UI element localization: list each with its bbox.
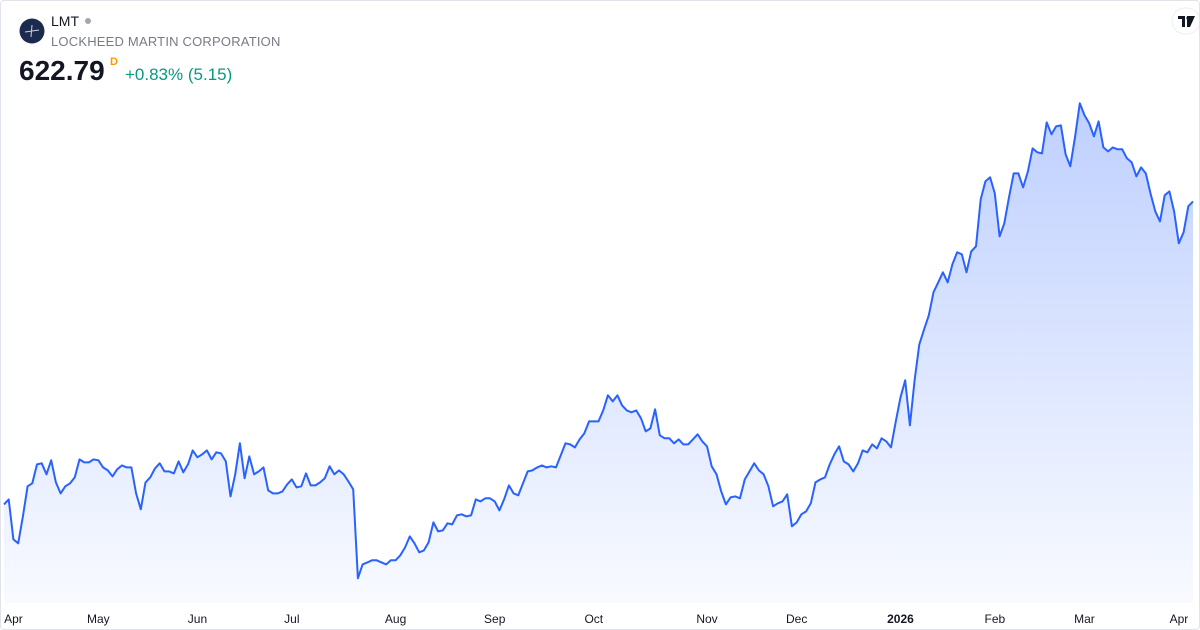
x-tick-label: 2026: [887, 612, 914, 626]
company-name: LOCKHEED MARTIN CORPORATION: [51, 34, 281, 49]
company-logo: [19, 18, 45, 44]
interval: D: [110, 56, 118, 68]
x-tick-label: Aug: [385, 612, 406, 626]
x-tick-label: Oct: [584, 612, 603, 626]
tradingview-logo[interactable]: [1171, 7, 1200, 35]
x-tick-label: May: [87, 612, 110, 626]
x-tick-label: Nov: [696, 612, 717, 626]
x-tick-label: Jul: [284, 612, 299, 626]
x-tick-label: Apr: [4, 612, 23, 626]
x-tick-label: Mar: [1074, 612, 1095, 626]
price-change: +0.83% (5.15): [125, 65, 233, 84]
last-price: 622.79: [19, 55, 105, 86]
x-tick-label: Apr: [1170, 612, 1189, 626]
area-fill: [4, 103, 1193, 604]
x-tick-label: Sep: [484, 612, 506, 626]
symbol[interactable]: LMT: [51, 13, 79, 29]
x-tick-label: Feb: [984, 612, 1005, 626]
x-tick-label: Jun: [188, 612, 207, 626]
price-line: [3, 102, 1194, 580]
x-tick-label: Dec: [786, 612, 807, 626]
status-dot: [85, 18, 91, 24]
